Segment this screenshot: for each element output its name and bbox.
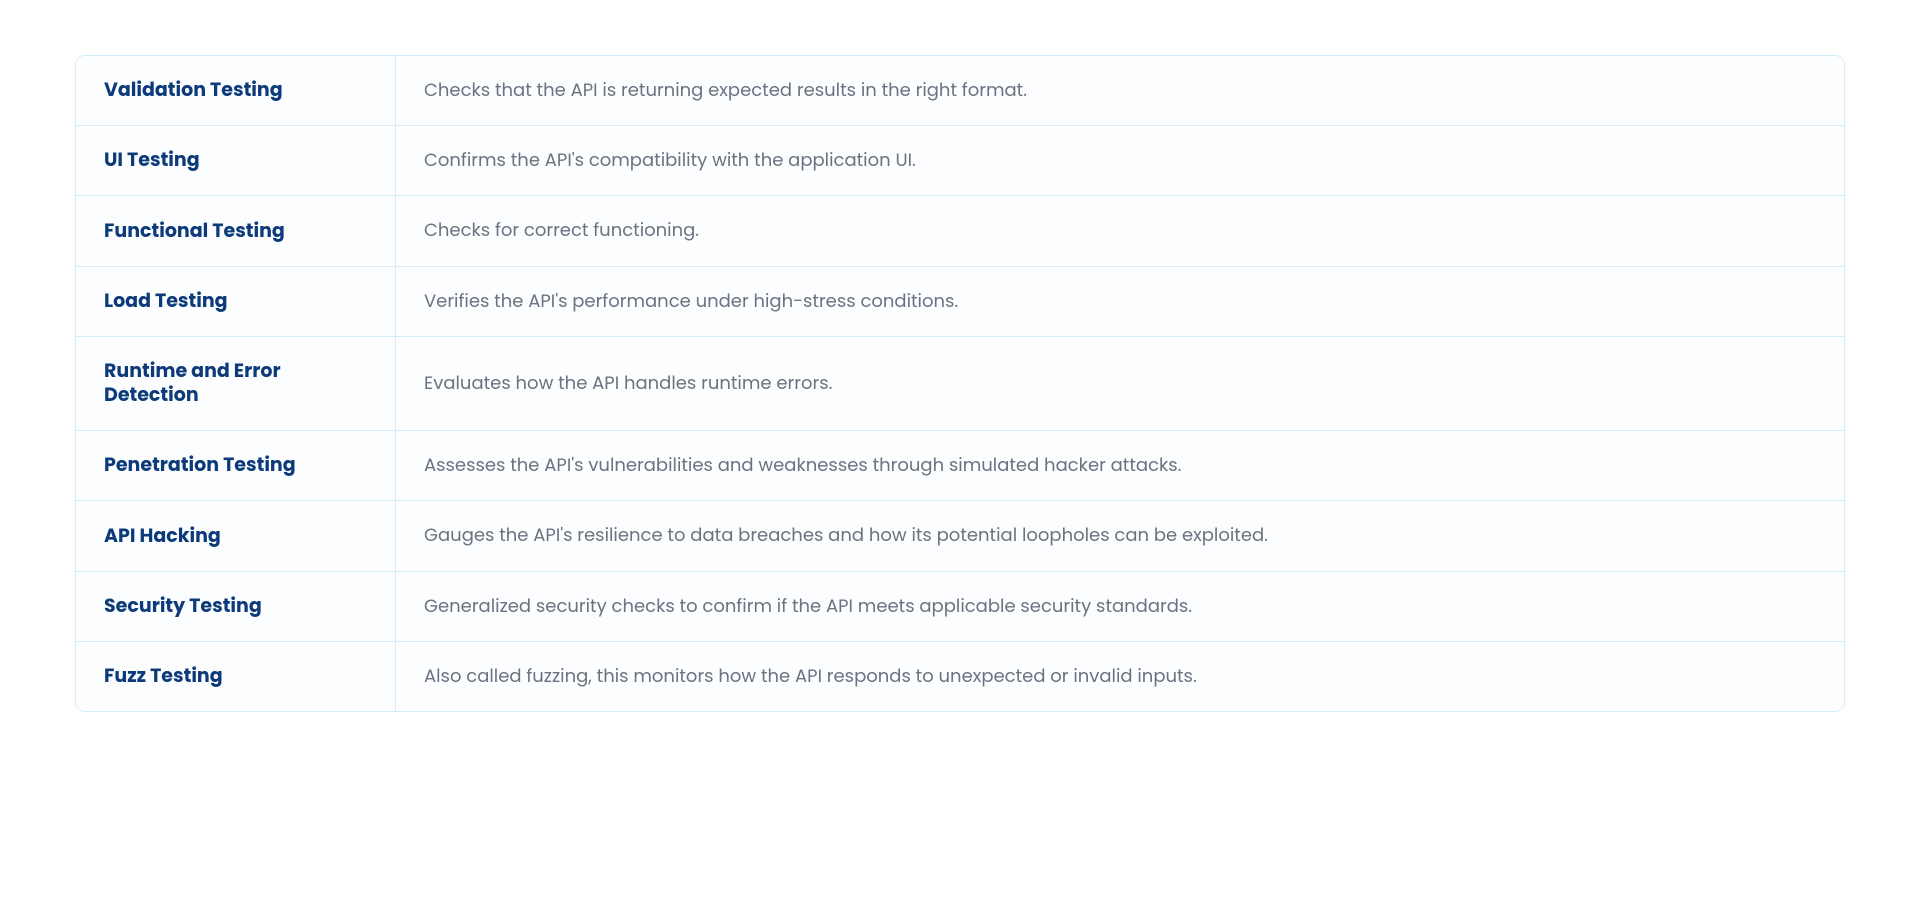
term-text: Load Testing bbox=[104, 289, 228, 314]
table-row: Validation Testing Checks that the API i… bbox=[76, 56, 1844, 126]
term-text: UI Testing bbox=[104, 148, 200, 173]
description-cell: Confirms the API's compatibility with th… bbox=[396, 126, 1844, 195]
description-cell: Verifies the API's performance under hig… bbox=[396, 267, 1844, 336]
description-text: Checks that the API is returning expecte… bbox=[424, 78, 1027, 103]
description-text: Assesses the API's vulnerabilities and w… bbox=[424, 453, 1181, 478]
table-row: Functional Testing Checks for correct fu… bbox=[76, 196, 1844, 266]
table-row: Fuzz Testing Also called fuzzing, this m… bbox=[76, 642, 1844, 711]
term-cell: Load Testing bbox=[76, 267, 396, 336]
description-cell: Also called fuzzing, this monitors how t… bbox=[396, 642, 1844, 711]
description-cell: Generalized security checks to confirm i… bbox=[396, 572, 1844, 641]
term-cell: Penetration Testing bbox=[76, 431, 396, 500]
description-text: Checks for correct functioning. bbox=[424, 218, 699, 243]
table-row: UI Testing Confirms the API's compatibil… bbox=[76, 126, 1844, 196]
description-text: Generalized security checks to confirm i… bbox=[424, 594, 1192, 619]
term-cell: Functional Testing bbox=[76, 196, 396, 265]
table-row: Penetration Testing Assesses the API's v… bbox=[76, 431, 1844, 501]
term-cell: UI Testing bbox=[76, 126, 396, 195]
term-text: Runtime and Error Detection bbox=[104, 359, 367, 408]
table-row: API Hacking Gauges the API's resilience … bbox=[76, 501, 1844, 571]
table-row: Runtime and Error Detection Evaluates ho… bbox=[76, 337, 1844, 431]
description-cell: Gauges the API's resilience to data brea… bbox=[396, 501, 1844, 570]
description-text: Verifies the API's performance under hig… bbox=[424, 289, 958, 314]
table-row: Load Testing Verifies the API's performa… bbox=[76, 267, 1844, 337]
term-cell: API Hacking bbox=[76, 501, 396, 570]
term-text: Penetration Testing bbox=[104, 453, 296, 478]
table-row: Security Testing Generalized security ch… bbox=[76, 572, 1844, 642]
description-cell: Checks that the API is returning expecte… bbox=[396, 56, 1844, 125]
description-text: Evaluates how the API handles runtime er… bbox=[424, 371, 832, 396]
term-cell: Security Testing bbox=[76, 572, 396, 641]
description-text: Also called fuzzing, this monitors how t… bbox=[424, 664, 1197, 689]
term-cell: Fuzz Testing bbox=[76, 642, 396, 711]
description-cell: Checks for correct functioning. bbox=[396, 196, 1844, 265]
term-text: Validation Testing bbox=[104, 78, 283, 103]
description-text: Confirms the API's compatibility with th… bbox=[424, 148, 916, 173]
term-text: Security Testing bbox=[104, 594, 262, 619]
description-text: Gauges the API's resilience to data brea… bbox=[424, 523, 1268, 548]
term-cell: Validation Testing bbox=[76, 56, 396, 125]
term-text: Functional Testing bbox=[104, 219, 285, 244]
description-cell: Evaluates how the API handles runtime er… bbox=[396, 337, 1844, 430]
term-cell: Runtime and Error Detection bbox=[76, 337, 396, 430]
term-text: API Hacking bbox=[104, 524, 221, 549]
term-text: Fuzz Testing bbox=[104, 664, 223, 689]
testing-types-table: Validation Testing Checks that the API i… bbox=[75, 55, 1845, 712]
description-cell: Assesses the API's vulnerabilities and w… bbox=[396, 431, 1844, 500]
